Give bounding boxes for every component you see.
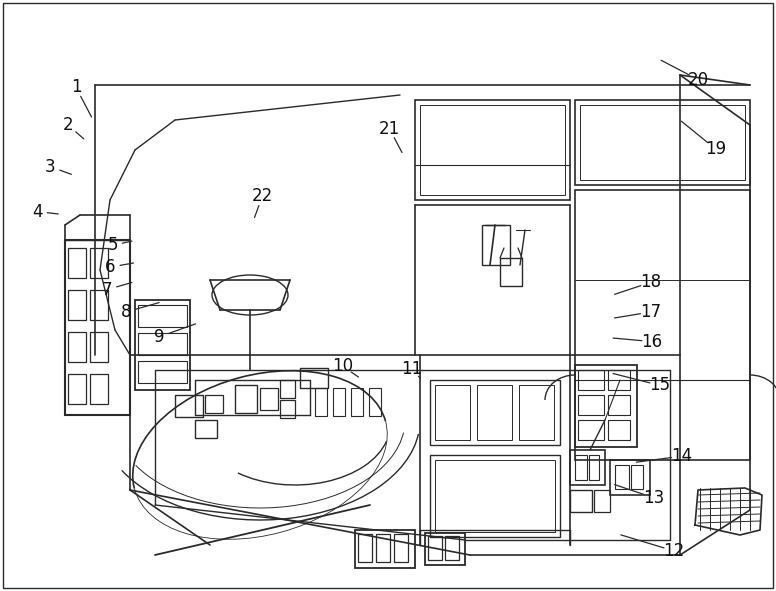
Bar [333,388,345,416]
Bar [90,332,108,362]
Text: 13: 13 [643,489,664,506]
Text: 6: 6 [105,258,116,276]
Bar [608,420,630,440]
Bar [482,225,510,265]
Bar [351,388,363,416]
Bar [205,395,223,413]
Bar [594,490,610,512]
Bar [428,536,442,560]
Bar [608,395,630,415]
Bar [445,536,459,560]
Bar [430,380,560,445]
Bar [235,385,257,413]
Text: 20: 20 [688,71,709,89]
Bar [90,290,108,320]
Bar [90,248,108,278]
Bar [315,388,327,416]
Bar [175,395,203,417]
Bar [90,374,108,404]
Bar [631,465,643,489]
Bar [369,388,381,416]
Text: 21: 21 [379,120,400,138]
Bar [575,365,637,447]
Bar [376,534,390,562]
Text: 4: 4 [32,203,43,220]
Bar [138,333,187,355]
Text: 12: 12 [663,542,684,560]
Bar [280,380,295,398]
Bar [138,305,187,327]
Bar [355,530,415,568]
Bar [477,385,512,440]
Bar [195,420,217,438]
Bar [589,455,599,480]
Bar [578,420,604,440]
Bar [570,490,592,512]
Bar [425,533,465,565]
Bar [578,370,604,390]
Bar [300,368,328,388]
Bar [68,290,86,320]
Bar [394,534,408,562]
Bar [260,388,278,410]
Bar [519,385,554,440]
Bar [435,385,470,440]
Bar [615,465,629,489]
Text: 18: 18 [639,274,661,291]
Bar [358,534,372,562]
Text: 2: 2 [63,116,74,134]
Bar [430,455,560,537]
Bar [575,190,750,460]
Bar [68,248,86,278]
Text: 14: 14 [670,447,692,465]
Bar [575,455,587,480]
Text: 11: 11 [400,361,422,378]
Bar [420,105,565,195]
Bar [578,395,604,415]
Text: 10: 10 [332,358,354,375]
Bar [608,370,630,390]
Text: 17: 17 [639,303,661,321]
Bar [575,100,750,185]
Bar [65,240,130,415]
Bar [68,332,86,362]
Text: 5: 5 [107,236,118,254]
Bar [68,374,86,404]
Text: 16: 16 [641,333,663,350]
Text: 22: 22 [251,187,273,205]
Bar [500,258,522,286]
Text: 15: 15 [649,376,670,394]
Text: 19: 19 [705,140,726,158]
Text: 9: 9 [154,328,165,346]
Bar [138,361,187,383]
Text: 3: 3 [45,158,56,176]
Text: 8: 8 [120,303,131,321]
Bar [610,460,650,495]
Text: 7: 7 [102,281,113,298]
Bar [580,105,745,180]
Text: 1: 1 [71,79,81,96]
Bar [435,460,555,532]
Bar [415,100,570,200]
Bar [280,400,295,418]
Bar [570,450,605,485]
Bar [135,300,190,390]
